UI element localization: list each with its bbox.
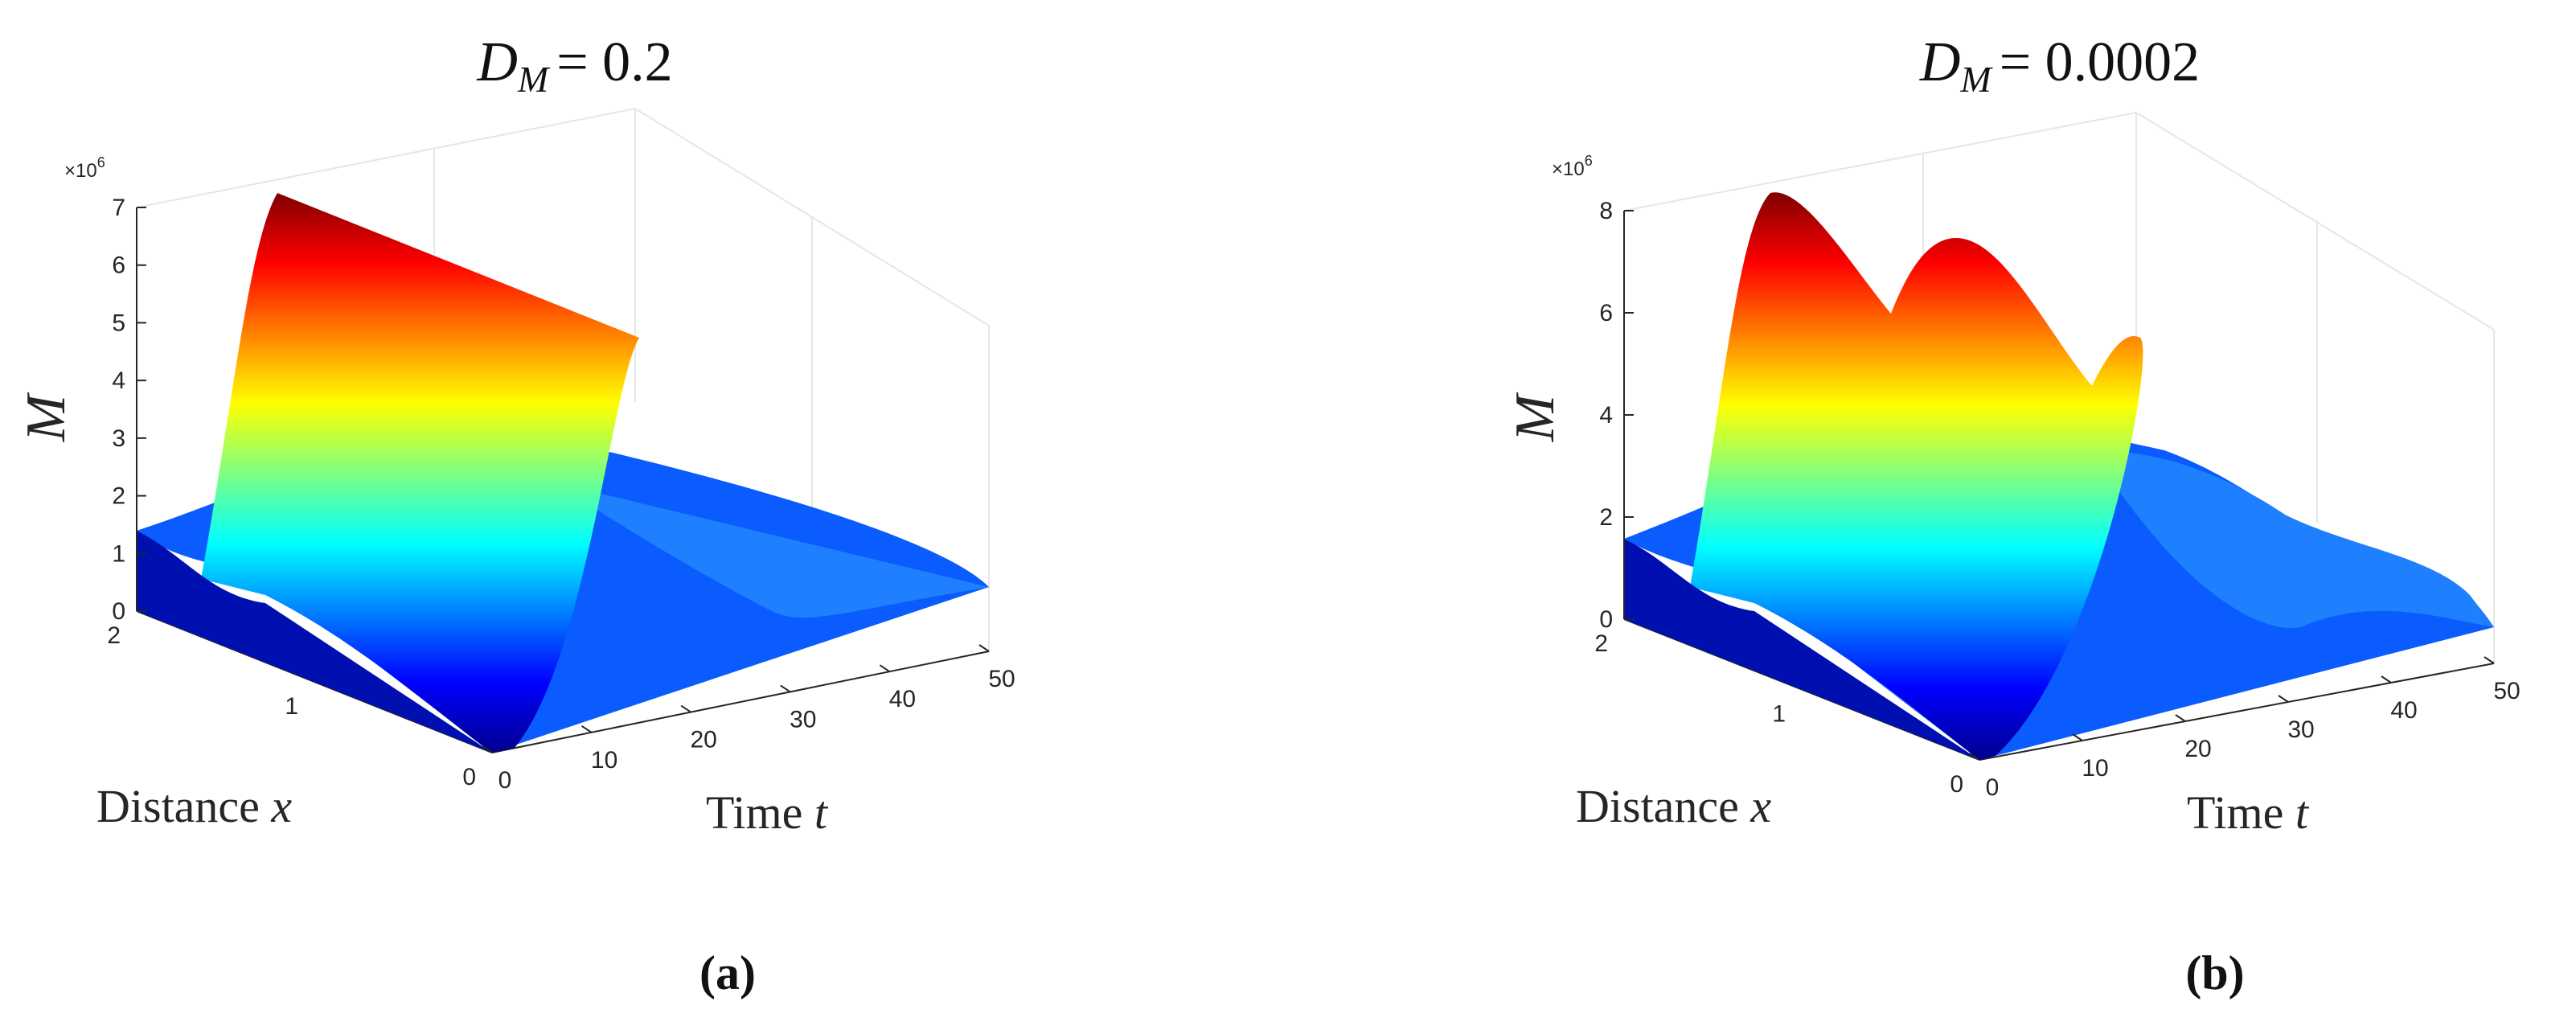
t-tick-mark (1969, 753, 1980, 761)
panel-a: 0 1 2 3 4 5 6 7 ×106 0 1 2 0 10 20 30 40 50 M Distance… (15, 31, 1015, 1000)
z-tick-label: 4 (112, 367, 125, 394)
z-axis: 0 1 2 3 4 5 6 7 ×106 (64, 154, 146, 625)
t-tick-label: 30 (790, 706, 816, 733)
panel-title: DM = 0.0002 (1919, 31, 2200, 100)
panel-caption: (a) (699, 946, 756, 1000)
x-ticks: 0 1 2 (1594, 630, 1963, 798)
z-ticks: 0 1 2 3 4 5 6 7 (112, 195, 146, 625)
z-tick-label: 2 (1599, 504, 1613, 531)
t-tick-label: 50 (2493, 678, 2520, 704)
t-tick-mark (879, 664, 890, 673)
z-tick-label: 3 (112, 425, 125, 452)
z-tick-label: 6 (1599, 300, 1613, 326)
t-tick-label: 40 (2390, 697, 2417, 724)
z-tick-label: 0 (1599, 606, 1613, 633)
surface-ridge (201, 193, 639, 753)
z-tick-label: 5 (112, 310, 125, 336)
t-tick-label: 10 (591, 747, 617, 774)
t-ticks: 0 10 20 30 40 50 (1969, 656, 2521, 801)
panel-caption: (b) (2185, 946, 2244, 1000)
t-tick-label: 50 (988, 666, 1015, 692)
z-ticks: 0 2 4 6 8 (1599, 198, 1634, 633)
z-label: M (15, 392, 77, 442)
z-exponent: ×106 (64, 154, 105, 182)
grid-lines (1623, 112, 2495, 663)
surface-tail (555, 482, 989, 618)
x-label: Distance x (1576, 780, 1771, 832)
t-tick-label: 40 (889, 686, 916, 712)
x-ticks: 0 1 2 (107, 622, 476, 790)
t-tick-mark (2484, 656, 2495, 664)
x-tick-label: 1 (285, 693, 298, 720)
t-tick-mark (2175, 714, 2186, 722)
z-axis: 0 2 4 6 8 ×106 (1552, 153, 1634, 633)
z-tick-label: 7 (112, 195, 125, 221)
z-tick-label: 1 (112, 540, 125, 567)
x-tick-label: 2 (107, 622, 121, 649)
t-tick-label: 20 (691, 727, 717, 753)
t-label: Time t (706, 786, 829, 839)
z-tick-label: 4 (1599, 402, 1613, 429)
t-tick-label: 10 (2082, 755, 2108, 782)
t-tick-mark (581, 725, 593, 733)
t-tick-mark (2072, 733, 2083, 741)
t-tick-label: 0 (498, 767, 512, 794)
t-tick-label: 30 (2287, 716, 2314, 743)
x-tick-label: 0 (1950, 771, 1963, 798)
x-tick-label: 1 (1772, 701, 1786, 728)
panel-title: DM = 0.2 (476, 31, 672, 100)
x-label: Distance x (96, 780, 292, 832)
x-tick-label: 2 (1594, 630, 1608, 657)
surface-ridge (1690, 192, 2143, 760)
t-tick-mark (680, 704, 691, 713)
z-exponent: ×106 (1552, 153, 1593, 180)
z-tick-label: 8 (1599, 198, 1613, 224)
z-label: M (1504, 392, 1566, 442)
z-tick-label: 6 (112, 252, 125, 279)
t-tick-label: 20 (2184, 736, 2211, 762)
t-tick-mark (978, 644, 990, 652)
surface-front (1624, 539, 1979, 760)
t-ticks: 0 10 20 30 40 50 (482, 644, 1015, 794)
surface-front (137, 531, 492, 753)
t-tick-mark (780, 684, 791, 693)
z-tick-label: 0 (112, 598, 125, 625)
surface-tail (2092, 450, 2494, 628)
x-tick-label: 0 (462, 764, 476, 790)
t-tick-mark (482, 745, 493, 753)
t-tick-label: 0 (1986, 774, 2000, 801)
surface (137, 193, 989, 753)
z-tick-label: 2 (112, 483, 125, 510)
t-tick-mark (2381, 675, 2392, 683)
t-tick-mark (2278, 695, 2289, 703)
t-label: Time t (2187, 786, 2310, 839)
surface (1624, 192, 2494, 760)
